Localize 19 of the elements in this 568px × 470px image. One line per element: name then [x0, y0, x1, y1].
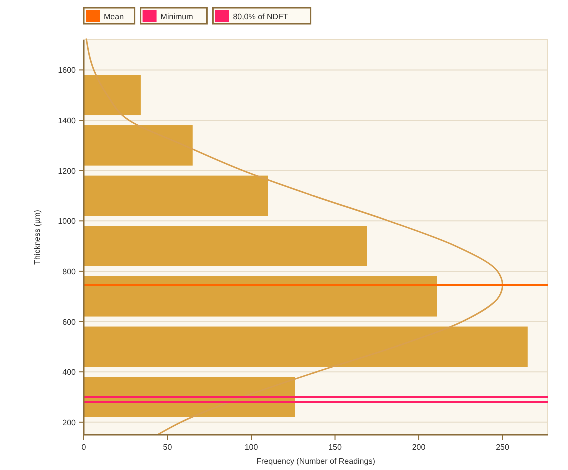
- y-tick-label: 200: [62, 418, 77, 428]
- y-tick-label: 1000: [58, 217, 77, 226]
- x-tick-label: 200: [412, 443, 426, 452]
- y-tick-label: 1200: [58, 166, 77, 176]
- x-tick-label: 250: [496, 443, 510, 452]
- y-axis-title: Thickness (µm): [33, 210, 42, 265]
- y-tick-label: 1400: [58, 116, 77, 126]
- x-tick-label: 100: [244, 443, 259, 452]
- x-tick-label: 150: [328, 443, 342, 452]
- x-tick-label: 50: [163, 443, 173, 452]
- legend-label: 80,0% of NDFT: [233, 12, 288, 22]
- y-tick-label: 600: [62, 318, 77, 327]
- y-tick-label: 800: [62, 267, 77, 276]
- legend-label: Mean: [104, 12, 124, 22]
- y-tick-label: 1600: [58, 66, 77, 76]
- legend-label: Minimum: [160, 12, 194, 22]
- x-axis-title: Frequency (Number of Readings): [256, 457, 376, 466]
- x-tick-label: 0: [82, 443, 87, 452]
- y-tick-label: 400: [62, 368, 77, 378]
